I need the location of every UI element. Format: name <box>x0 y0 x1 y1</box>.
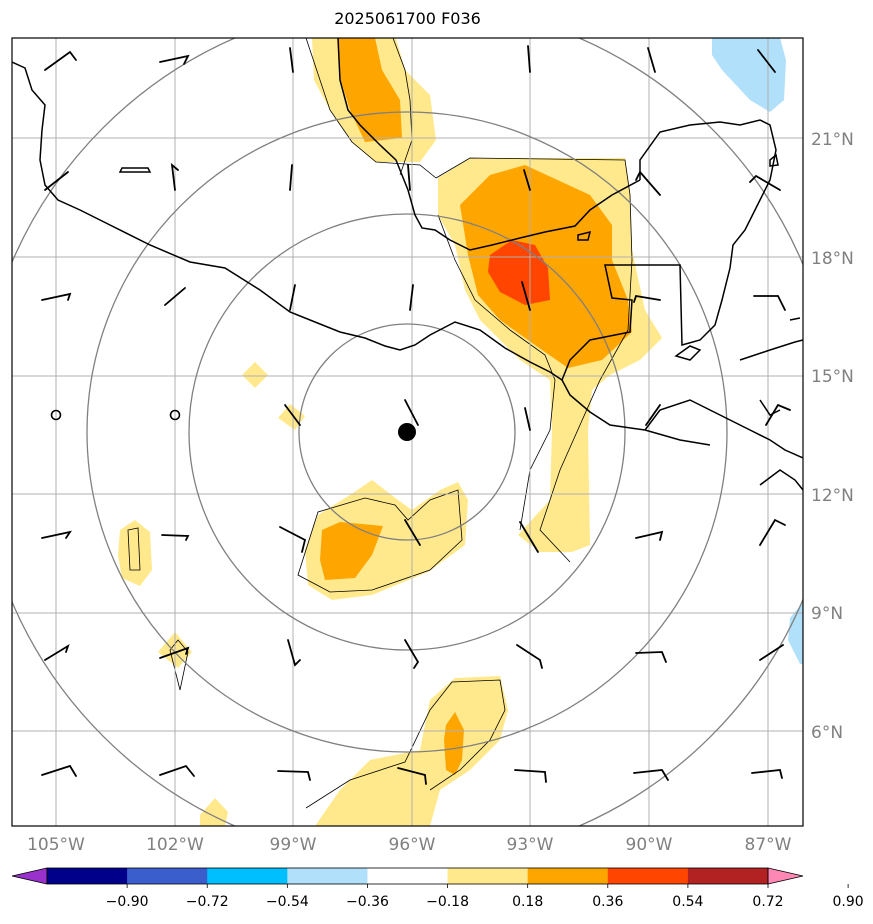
colorbar-ticks: −0.90 −0.72 −0.54 −0.36 −0.18 0.18 0.36 0.54 0.7… <box>106 884 864 910</box>
lat-label-12n: 12°N <box>811 486 854 506</box>
colorbar-segment <box>607 868 689 884</box>
colorbar-tick-label: −0.90 <box>106 894 149 910</box>
shading-layer <box>118 38 803 826</box>
lat-label-21n: 21°N <box>811 130 854 150</box>
storm-center-marker <box>398 423 416 441</box>
colorbar-segment <box>447 868 529 884</box>
coastlines <box>12 38 803 491</box>
colorbar-segments <box>11 867 804 885</box>
map-frame <box>11 37 804 827</box>
lat-label-15n: 15°N <box>811 367 854 387</box>
colorbar-segment <box>687 868 769 884</box>
colorbar-tick-label: 0.54 <box>672 894 703 910</box>
colorbar-tick-label: −0.72 <box>186 894 229 910</box>
shade-small-west-1 <box>118 520 152 586</box>
contour-layer <box>127 38 633 809</box>
lat-label-9n: 9°N <box>811 604 843 624</box>
map-area <box>12 38 803 826</box>
shade-south-orange <box>320 522 383 580</box>
colorbar-frame <box>46 867 769 885</box>
shade-bottom-yellow <box>315 676 508 826</box>
lon-label-96w: 96°W <box>389 835 436 855</box>
colorbar-segment <box>367 868 449 884</box>
lon-label-105w: 105°W <box>27 835 85 855</box>
calm-wind-marker <box>50 409 62 421</box>
lat-label-6n: 6°N <box>811 723 843 743</box>
colorbar-tick-label: 0.72 <box>752 894 783 910</box>
colorbar-tick-label: −0.36 <box>346 894 389 910</box>
colorbar-tick-label: 0.36 <box>592 894 623 910</box>
lat-label-18n: 18°N <box>811 249 854 269</box>
range-rings <box>12 38 803 826</box>
lon-label-87w: 87°W <box>745 835 792 855</box>
shade-small-lef <box>278 404 305 430</box>
lon-label-99w: 99°W <box>270 835 317 855</box>
shade-neg-top-right <box>712 38 786 112</box>
lon-label-90w: 90°W <box>626 835 673 855</box>
longitude-labels: 105°W 102°W 99°W 96°W 93°W 90°W 87°W <box>27 835 792 855</box>
colorbar-tick-label: −0.54 <box>266 894 309 910</box>
shade-bottom-left-small <box>200 798 228 826</box>
colorbar-segment <box>127 868 208 884</box>
shade-neg-right-edge <box>788 602 803 664</box>
colorbar: −0.90 −0.72 −0.54 −0.36 −0.18 0.18 0.36 0.54 0.7… <box>11 867 864 910</box>
map-title: 2025061700 F036 <box>334 9 481 28</box>
shade-gulf-red <box>488 240 550 305</box>
colorbar-extend-low <box>11 867 48 885</box>
graticule <box>12 38 803 826</box>
colorbar-segment <box>527 868 609 884</box>
colorbar-segment <box>207 868 288 884</box>
wind-barbs <box>41 45 791 785</box>
colorbar-tick-label: 0.18 <box>512 894 543 910</box>
shade-small-diamond <box>242 362 268 388</box>
colorbar-segment <box>287 868 368 884</box>
shade-bottom-orange <box>444 712 464 775</box>
lon-label-102w: 102°W <box>146 835 204 855</box>
colorbar-tick-label: 0.90 <box>833 894 864 910</box>
colorbar-segment <box>47 868 128 884</box>
calm-wind-marker <box>169 409 181 421</box>
lon-label-93w: 93°W <box>507 835 554 855</box>
latitude-labels: 21°N 18°N 15°N 12°N 9°N 6°N <box>811 130 854 743</box>
colorbar-extend-high <box>767 867 804 885</box>
colorbar-tick-label: −0.18 <box>426 894 469 910</box>
